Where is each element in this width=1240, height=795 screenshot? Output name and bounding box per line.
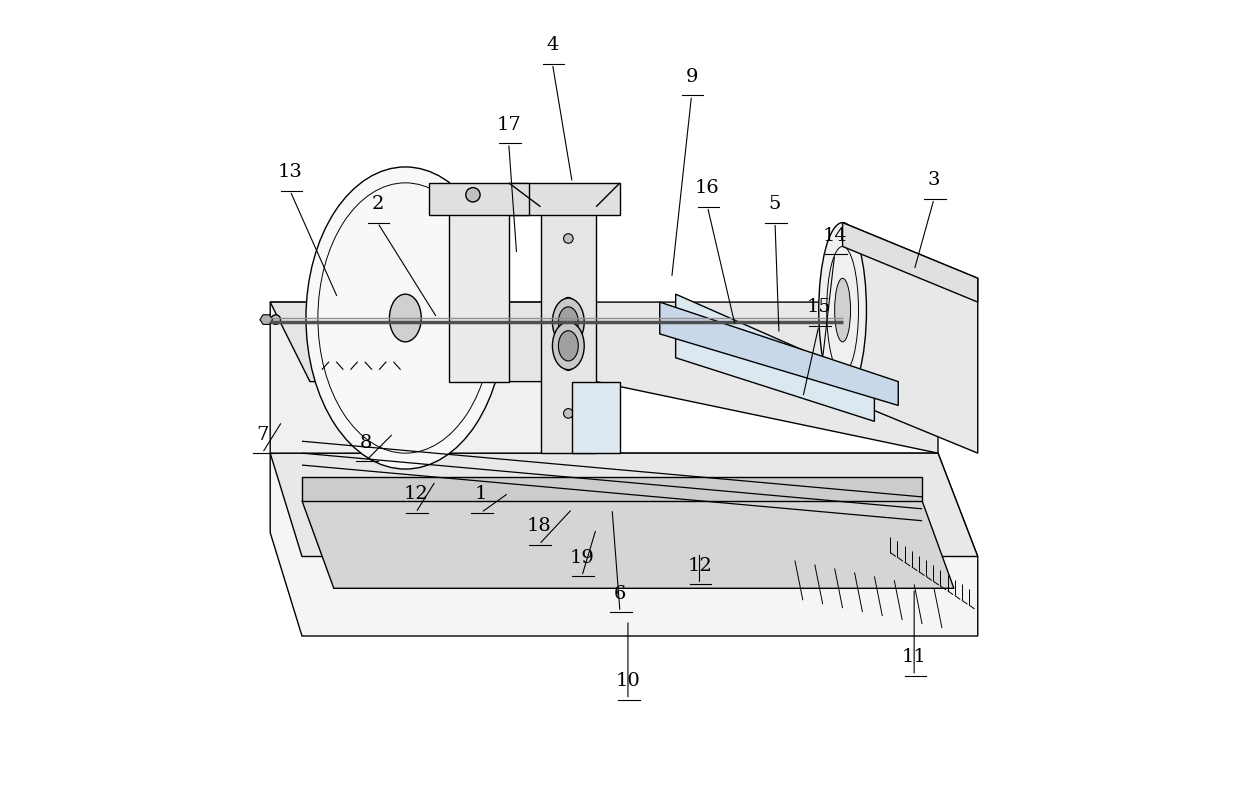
Text: 12: 12 (403, 485, 428, 503)
Text: 16: 16 (696, 179, 720, 197)
Text: 4: 4 (547, 36, 558, 54)
Text: 11: 11 (901, 648, 926, 666)
Polygon shape (676, 294, 874, 421)
Polygon shape (660, 302, 898, 405)
Text: 13: 13 (278, 163, 303, 181)
Ellipse shape (553, 322, 584, 370)
Text: 15: 15 (806, 298, 831, 316)
Polygon shape (270, 453, 978, 636)
Polygon shape (596, 302, 937, 453)
Text: 10: 10 (615, 672, 640, 690)
Ellipse shape (563, 234, 573, 243)
Text: 7: 7 (257, 425, 268, 444)
Text: 9: 9 (686, 68, 698, 86)
Ellipse shape (715, 328, 739, 364)
Text: 6: 6 (614, 584, 626, 603)
Text: 14: 14 (822, 227, 847, 245)
Text: 3: 3 (928, 171, 940, 189)
Polygon shape (449, 207, 508, 382)
Text: 19: 19 (569, 549, 594, 567)
Ellipse shape (563, 409, 573, 418)
Text: 1: 1 (475, 485, 487, 503)
Polygon shape (429, 183, 528, 215)
Polygon shape (270, 302, 596, 453)
Text: 12: 12 (687, 556, 712, 575)
Polygon shape (260, 315, 273, 324)
Polygon shape (270, 453, 978, 556)
Polygon shape (303, 501, 954, 588)
Ellipse shape (306, 167, 505, 469)
Polygon shape (508, 183, 620, 215)
Ellipse shape (835, 278, 851, 342)
Ellipse shape (466, 188, 480, 202)
Polygon shape (541, 207, 596, 453)
Polygon shape (843, 223, 978, 302)
Text: 2: 2 (371, 195, 383, 213)
Ellipse shape (818, 223, 867, 398)
Text: 18: 18 (527, 517, 552, 535)
Ellipse shape (272, 315, 280, 324)
Ellipse shape (389, 294, 422, 342)
Polygon shape (573, 382, 620, 453)
Ellipse shape (563, 361, 573, 370)
Text: 5: 5 (769, 195, 781, 213)
Ellipse shape (558, 331, 578, 361)
Ellipse shape (719, 334, 735, 358)
Polygon shape (303, 477, 923, 501)
Ellipse shape (563, 297, 573, 307)
Text: 8: 8 (360, 433, 372, 452)
Polygon shape (843, 223, 978, 453)
Ellipse shape (553, 298, 584, 346)
Text: 17: 17 (496, 115, 521, 134)
Polygon shape (270, 302, 596, 382)
Ellipse shape (558, 307, 578, 337)
